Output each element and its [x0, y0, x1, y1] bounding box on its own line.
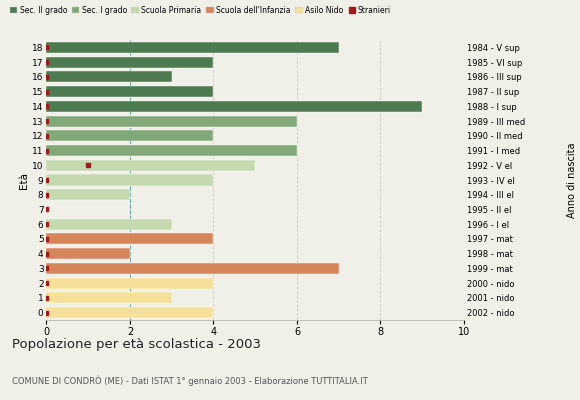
Bar: [46, 278, 213, 289]
Legend: Sec. II grado, Sec. I grado, Scuola Primaria, Scuola dell'Infanzia, Asilo Nido, : Sec. II grado, Sec. I grado, Scuola Prim…: [10, 6, 391, 15]
Bar: [46, 307, 213, 318]
Bar: [46, 56, 213, 68]
Bar: [46, 189, 130, 200]
Bar: [46, 160, 255, 171]
Bar: [46, 292, 172, 304]
Bar: [46, 248, 130, 259]
Bar: [46, 71, 172, 82]
Bar: [46, 42, 339, 53]
Text: Anno di nascita: Anno di nascita: [567, 142, 577, 218]
Text: COMUNE DI CONDRÒ (ME) - Dati ISTAT 1° gennaio 2003 - Elaborazione TUTTITALIA.IT: COMUNE DI CONDRÒ (ME) - Dati ISTAT 1° ge…: [12, 376, 367, 386]
Bar: [46, 219, 172, 230]
Text: Popolazione per età scolastica - 2003: Popolazione per età scolastica - 2003: [12, 338, 260, 351]
Bar: [46, 234, 213, 244]
Bar: [46, 101, 422, 112]
Bar: [46, 145, 297, 156]
Bar: [46, 86, 213, 97]
Bar: [46, 116, 297, 126]
Y-axis label: Età: Età: [19, 172, 30, 188]
Bar: [46, 174, 213, 186]
Bar: [46, 130, 213, 141]
Bar: [46, 263, 339, 274]
